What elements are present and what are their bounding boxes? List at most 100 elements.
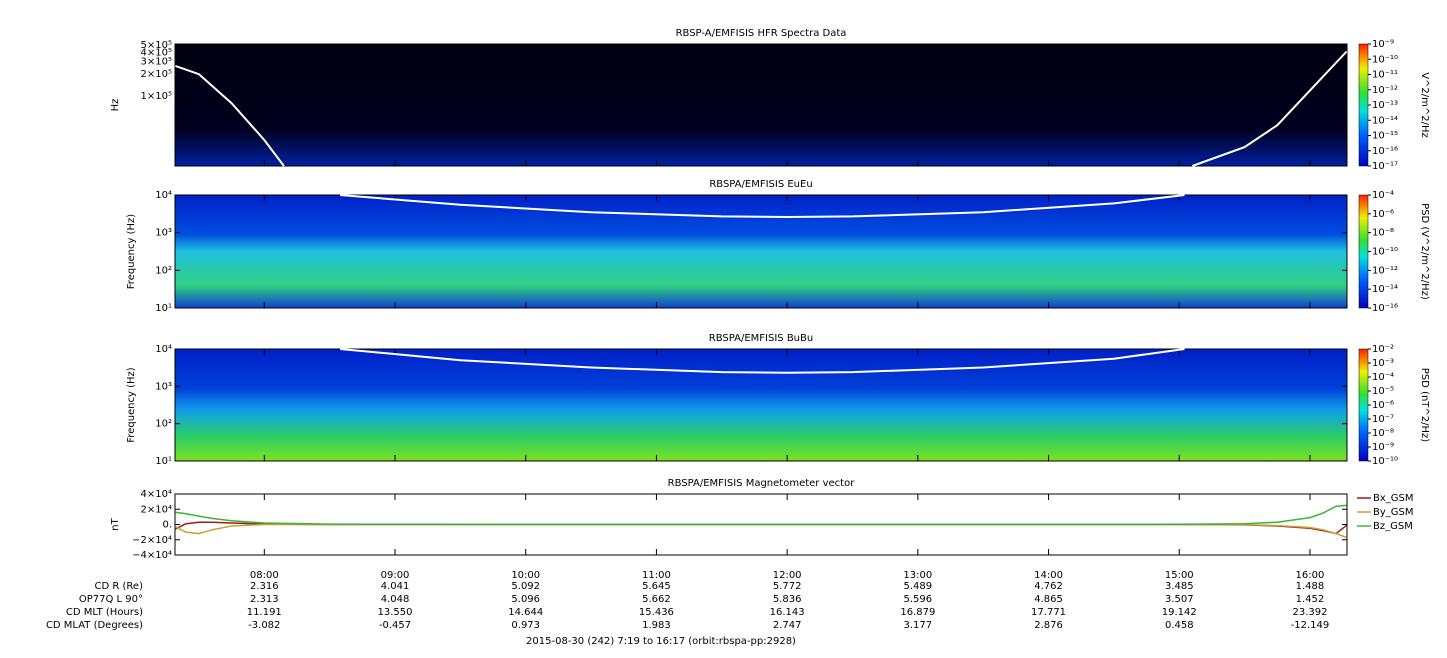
colorbar bbox=[1358, 43, 1369, 167]
ephemeris-value: 4.865 bbox=[1034, 594, 1063, 605]
spectrogram-image bbox=[175, 195, 1347, 308]
colorbar-tick-label: 10⁻¹⁴ bbox=[1372, 284, 1398, 295]
ephemeris-value: 3.485 bbox=[1165, 581, 1194, 592]
colorbar-tick-label: 10⁻¹⁵ bbox=[1372, 131, 1398, 142]
ephemeris-value: 1.983 bbox=[642, 620, 671, 631]
ephemeris-value: 4.048 bbox=[381, 594, 410, 605]
x-tick-label: 09:00 bbox=[381, 570, 410, 581]
y-tick-label: 10³ bbox=[155, 381, 172, 392]
legend-label: By_GSM bbox=[1373, 507, 1414, 518]
footer: 2015-08-30 (242) 7:19 to 16:17 (orbit:rb… bbox=[526, 636, 796, 647]
plasma-curve bbox=[340, 348, 1185, 374]
ephemeris-value: 5.092 bbox=[511, 581, 540, 592]
colorbar-tick-label: 10⁻⁴ bbox=[1372, 372, 1394, 383]
ephemeris-value: 5.836 bbox=[773, 594, 802, 605]
ephemeris-label: CD R (Re) bbox=[95, 581, 144, 592]
colorbar bbox=[1358, 194, 1369, 309]
ephemeris-value: 5.772 bbox=[773, 581, 802, 592]
colorbar-tick-label: 10⁻⁶ bbox=[1372, 400, 1394, 411]
ephemeris-value: 5.645 bbox=[642, 581, 671, 592]
ephemeris-value: 5.596 bbox=[904, 594, 933, 605]
y-axis-label: Hz bbox=[110, 99, 121, 112]
colorbar-tick-label: 10⁻¹³ bbox=[1372, 100, 1398, 111]
colorbar-tick-label: 10⁻¹⁴ bbox=[1372, 115, 1398, 126]
plot-frame bbox=[174, 43, 1348, 167]
colorbar-tick-label: 10⁻² bbox=[1372, 344, 1394, 355]
colorbar-tick-label: 10⁻¹² bbox=[1372, 265, 1398, 276]
y-tick-label: 2×10⁴ bbox=[141, 504, 172, 515]
y-tick-label: 10³ bbox=[155, 228, 172, 239]
y-tick-label: 10⁴ bbox=[155, 190, 172, 201]
colorbar-tick-label: 10⁻⁸ bbox=[1372, 428, 1394, 439]
ephemeris-value: 0.458 bbox=[1165, 620, 1194, 631]
y-axis-label: Frequency (Hz) bbox=[126, 214, 137, 290]
ephemeris-value: 5.662 bbox=[642, 594, 671, 605]
ephemeris-value: 14.644 bbox=[508, 607, 543, 618]
ephemeris-value: 13.550 bbox=[378, 607, 413, 618]
ephemeris-label: CD MLT (Hours) bbox=[66, 607, 143, 618]
y-tick-label: 5×10⁵ bbox=[141, 40, 172, 51]
ephemeris-value: 3.507 bbox=[1165, 594, 1194, 605]
y-tick-label: 2×10⁵ bbox=[141, 69, 172, 80]
x-tick-label: 10:00 bbox=[511, 570, 540, 581]
ephemeris-value: 4.041 bbox=[381, 581, 410, 592]
ephemeris-label: OP77Q L 90° bbox=[79, 594, 143, 605]
x-tick-label: 11:00 bbox=[642, 570, 671, 581]
y-tick-label: 1×10⁵ bbox=[141, 91, 172, 102]
ephemeris-label: CD MLAT (Degrees) bbox=[46, 620, 143, 631]
colorbar-tick-label: 10⁻⁸ bbox=[1372, 228, 1394, 239]
ephemeris-value: 16.143 bbox=[770, 607, 805, 618]
colorbar-tick-label: 10⁻³ bbox=[1372, 358, 1394, 369]
ephemeris-value: 19.142 bbox=[1162, 607, 1197, 618]
y-tick-label: 10¹ bbox=[155, 456, 172, 467]
ephemeris-value: 2.313 bbox=[250, 594, 279, 605]
plot-frame bbox=[174, 348, 1348, 462]
colorbar bbox=[1358, 348, 1369, 462]
x-tick-label: 12:00 bbox=[773, 570, 802, 581]
ephemeris-value: 17.771 bbox=[1031, 607, 1066, 618]
ephemeris-value: 2.747 bbox=[773, 620, 802, 631]
colorbar-tick-label: 10⁻¹⁶ bbox=[1372, 303, 1398, 314]
y-tick-label: −4×10⁴ bbox=[132, 550, 172, 561]
x-tick-label: 16:00 bbox=[1296, 570, 1325, 581]
ephemeris-value: 23.392 bbox=[1292, 607, 1327, 618]
ephemeris-value: 11.191 bbox=[247, 607, 282, 618]
ephemeris-value: -3.082 bbox=[248, 620, 280, 631]
ephemeris-value: 5.096 bbox=[511, 594, 540, 605]
y-tick-label: 10⁴ bbox=[155, 344, 172, 355]
colorbar-tick-label: 10⁻⁹ bbox=[1372, 39, 1394, 50]
spectrogram-image bbox=[175, 44, 1347, 166]
colorbar-label: V^2/m^2/Hz bbox=[1419, 72, 1430, 138]
colorbar-tick-label: 10⁻⁷ bbox=[1372, 414, 1394, 425]
ephemeris-value: -12.149 bbox=[1291, 620, 1330, 631]
plot-frame bbox=[174, 194, 1348, 309]
series-line bbox=[175, 523, 1347, 539]
ephemeris-value: 3.177 bbox=[904, 620, 933, 631]
y-tick-label: −2×10⁴ bbox=[132, 535, 172, 546]
plasma-curve bbox=[340, 194, 1185, 219]
ephemeris-value: 1.452 bbox=[1296, 594, 1325, 605]
y-tick-label: 0. bbox=[162, 520, 172, 531]
y-axis-label: Frequency (Hz) bbox=[126, 367, 137, 443]
colorbar-tick-label: 10⁻¹⁷ bbox=[1372, 161, 1398, 172]
ephemeris-value: 4.762 bbox=[1034, 581, 1063, 592]
colorbar-tick-label: 10⁻¹⁰ bbox=[1372, 54, 1398, 65]
ephemeris-value: 15.436 bbox=[639, 607, 674, 618]
ephemeris-value: 2.316 bbox=[250, 581, 279, 592]
colorbar-tick-label: 10⁻⁹ bbox=[1372, 442, 1394, 453]
y-tick-label: 10² bbox=[155, 419, 172, 430]
spectrogram-image bbox=[175, 349, 1347, 461]
ephemeris-value: 5.489 bbox=[904, 581, 933, 592]
colorbar-tick-label: 10⁻¹⁶ bbox=[1372, 146, 1398, 157]
y-axis-label: nT bbox=[110, 517, 121, 530]
y-tick-label: 10² bbox=[155, 265, 172, 276]
panel-title: RBSPA/EMFISIS EuEu bbox=[709, 179, 812, 190]
colorbar-tick-label: 10⁻⁴ bbox=[1372, 190, 1394, 201]
colorbar-tick-label: 10⁻⁶ bbox=[1372, 209, 1394, 220]
colorbar-tick-label: 10⁻¹² bbox=[1372, 85, 1398, 96]
panel-title: RBSP-A/EMFISIS HFR Spectra Data bbox=[676, 28, 847, 39]
colorbar-label: PSD (nT^2/Hz) bbox=[1419, 368, 1430, 442]
ephemeris-value: 2.876 bbox=[1034, 620, 1063, 631]
x-tick-label: 15:00 bbox=[1165, 570, 1194, 581]
colorbar-tick-label: 10⁻¹⁰ bbox=[1372, 456, 1398, 467]
